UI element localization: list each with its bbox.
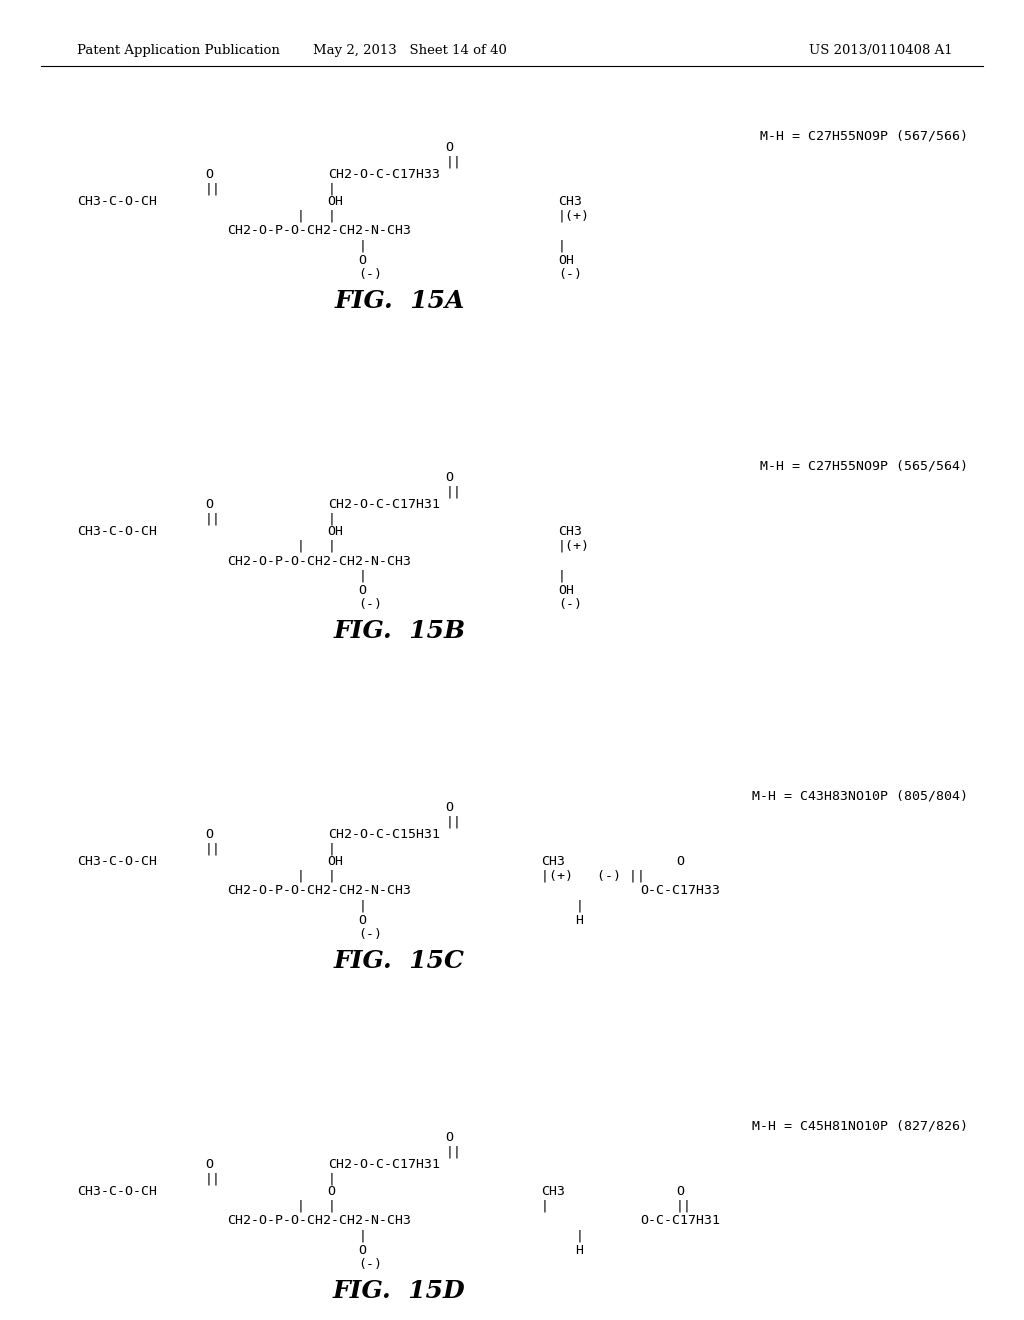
Text: (-): (-) xyxy=(558,268,582,281)
Text: |: | xyxy=(558,239,566,252)
Text: |: | xyxy=(328,1200,336,1213)
Text: CH3-C-O-CH: CH3-C-O-CH xyxy=(77,1185,157,1199)
Text: |: | xyxy=(358,569,367,582)
Text: CH3-C-O-CH: CH3-C-O-CH xyxy=(77,525,157,539)
Text: CH3-C-O-CH: CH3-C-O-CH xyxy=(77,195,157,209)
Text: ||: || xyxy=(205,1172,221,1185)
Text: FIG.  15C: FIG. 15C xyxy=(334,949,465,973)
Text: OH: OH xyxy=(328,525,344,539)
Text: M-H = C45H81NO10P (827/826): M-H = C45H81NO10P (827/826) xyxy=(752,1119,968,1133)
Text: O-C-C17H33: O-C-C17H33 xyxy=(640,884,720,898)
Text: |: | xyxy=(328,210,336,223)
Text: |: | xyxy=(297,1200,305,1213)
Text: |: | xyxy=(328,870,336,883)
Text: FIG.  15A: FIG. 15A xyxy=(334,289,465,313)
Text: (-): (-) xyxy=(358,268,382,281)
Text: |: | xyxy=(575,1229,584,1242)
Text: |: | xyxy=(358,1229,367,1242)
Text: CH3: CH3 xyxy=(558,195,582,209)
Text: |: | xyxy=(328,842,336,855)
Text: Patent Application Publication: Patent Application Publication xyxy=(77,44,280,57)
Text: O: O xyxy=(358,253,367,267)
Text: (-): (-) xyxy=(358,598,382,611)
Text: H: H xyxy=(575,913,584,927)
Text: O: O xyxy=(676,1185,684,1199)
Text: H: H xyxy=(575,1243,584,1257)
Text: |: | xyxy=(328,1172,336,1185)
Text: |: | xyxy=(541,1200,549,1213)
Text: FIG.  15D: FIG. 15D xyxy=(333,1279,466,1303)
Text: O: O xyxy=(445,141,454,154)
Text: CH2-O-P-O-CH2-CH2-N-CH3: CH2-O-P-O-CH2-CH2-N-CH3 xyxy=(227,884,412,898)
Text: ||: || xyxy=(445,816,462,829)
Text: |: | xyxy=(328,182,336,195)
Text: O: O xyxy=(358,913,367,927)
Text: ||: || xyxy=(205,182,221,195)
Text: O: O xyxy=(205,1158,213,1171)
Text: |: | xyxy=(575,899,584,912)
Text: |: | xyxy=(558,569,566,582)
Text: |: | xyxy=(328,540,336,553)
Text: O: O xyxy=(205,168,213,181)
Text: CH2-O-P-O-CH2-CH2-N-CH3: CH2-O-P-O-CH2-CH2-N-CH3 xyxy=(227,1214,412,1228)
Text: O: O xyxy=(358,583,367,597)
Text: CH2-O-P-O-CH2-CH2-N-CH3: CH2-O-P-O-CH2-CH2-N-CH3 xyxy=(227,554,412,568)
Text: M-H = C27H55NO9P (565/564): M-H = C27H55NO9P (565/564) xyxy=(760,459,968,473)
Text: O: O xyxy=(205,828,213,841)
Text: CH2-O-C-C15H31: CH2-O-C-C15H31 xyxy=(328,828,439,841)
Text: ||: || xyxy=(205,842,221,855)
Text: M-H = C43H83NO10P (805/804): M-H = C43H83NO10P (805/804) xyxy=(752,789,968,803)
Text: O-C-C17H31: O-C-C17H31 xyxy=(640,1214,720,1228)
Text: ||: || xyxy=(445,1146,462,1159)
Text: M-H = C27H55NO9P (567/566): M-H = C27H55NO9P (567/566) xyxy=(760,129,968,143)
Text: CH2-O-P-O-CH2-CH2-N-CH3: CH2-O-P-O-CH2-CH2-N-CH3 xyxy=(227,224,412,238)
Text: |(+): |(+) xyxy=(558,540,590,553)
Text: OH: OH xyxy=(558,253,574,267)
Text: CH2-O-C-C17H33: CH2-O-C-C17H33 xyxy=(328,168,439,181)
Text: |: | xyxy=(358,899,367,912)
Text: CH3: CH3 xyxy=(558,525,582,539)
Text: (-): (-) xyxy=(558,598,582,611)
Text: O: O xyxy=(445,801,454,814)
Text: O: O xyxy=(445,1131,454,1144)
Text: |: | xyxy=(358,239,367,252)
Text: (-): (-) xyxy=(358,1258,382,1271)
Text: |(+): |(+) xyxy=(558,210,590,223)
Text: ||: || xyxy=(676,1200,692,1213)
Text: O: O xyxy=(328,1185,336,1199)
Text: O: O xyxy=(358,1243,367,1257)
Text: |: | xyxy=(297,870,305,883)
Text: |: | xyxy=(328,512,336,525)
Text: OH: OH xyxy=(558,583,574,597)
Text: O: O xyxy=(445,471,454,484)
Text: OH: OH xyxy=(328,855,344,869)
Text: ||: || xyxy=(445,156,462,169)
Text: CH3: CH3 xyxy=(541,855,564,869)
Text: CH3-C-O-CH: CH3-C-O-CH xyxy=(77,855,157,869)
Text: May 2, 2013   Sheet 14 of 40: May 2, 2013 Sheet 14 of 40 xyxy=(312,44,507,57)
Text: FIG.  15B: FIG. 15B xyxy=(333,619,466,643)
Text: CH2-O-C-C17H31: CH2-O-C-C17H31 xyxy=(328,498,439,511)
Text: ||: || xyxy=(205,512,221,525)
Text: |: | xyxy=(297,540,305,553)
Text: OH: OH xyxy=(328,195,344,209)
Text: ||: || xyxy=(445,486,462,499)
Text: |: | xyxy=(297,210,305,223)
Text: (-): (-) xyxy=(358,928,382,941)
Text: CH2-O-C-C17H31: CH2-O-C-C17H31 xyxy=(328,1158,439,1171)
Text: CH3: CH3 xyxy=(541,1185,564,1199)
Text: |(+)   (-) ||: |(+) (-) || xyxy=(541,870,645,883)
Text: O: O xyxy=(676,855,684,869)
Text: US 2013/0110408 A1: US 2013/0110408 A1 xyxy=(809,44,952,57)
Text: O: O xyxy=(205,498,213,511)
